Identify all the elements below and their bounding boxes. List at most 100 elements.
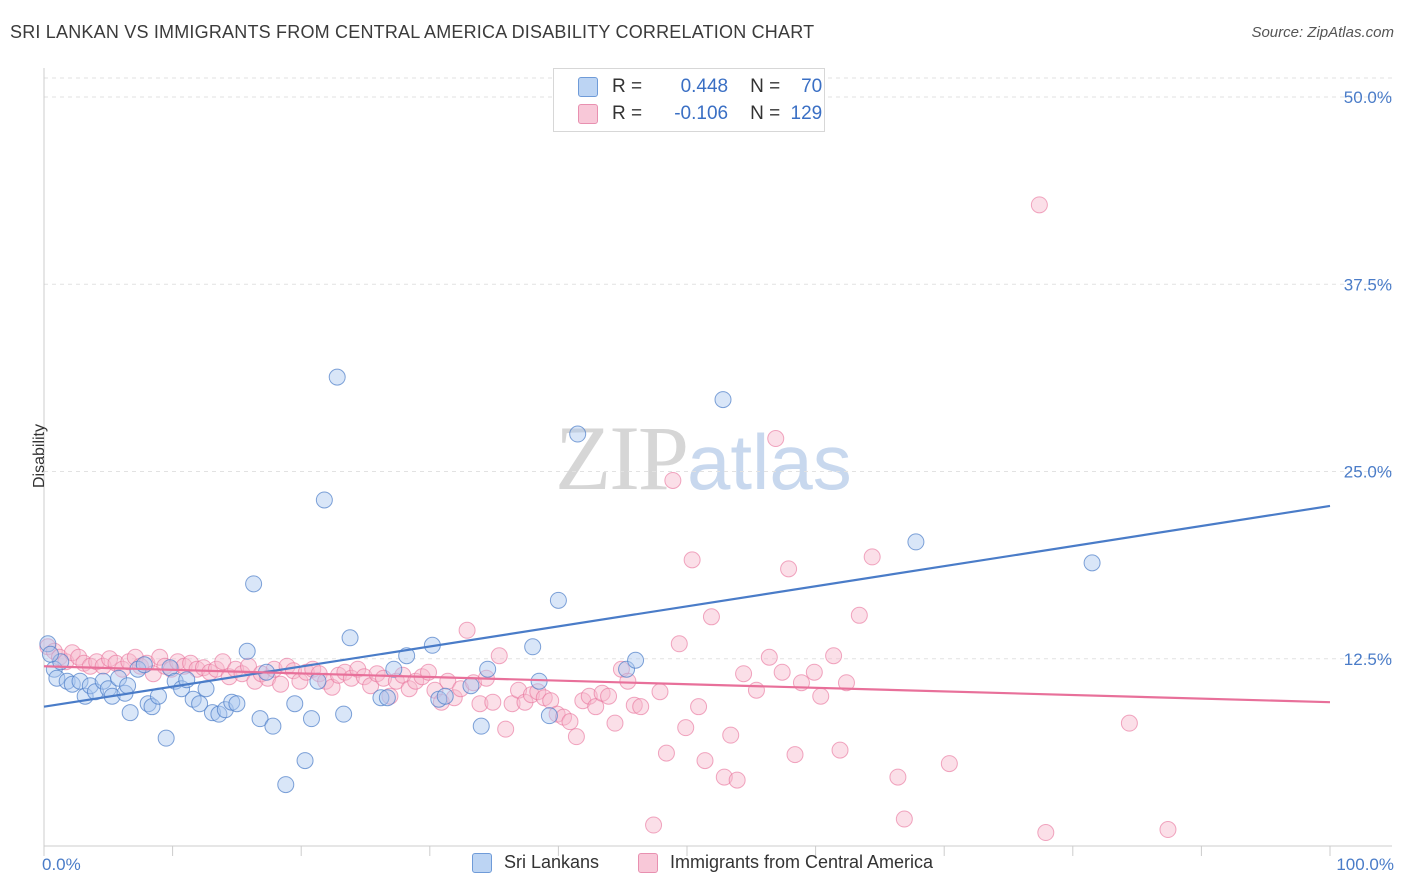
y-tick-label: 25.0% — [1344, 463, 1392, 482]
stats-row-sri-lankans: R = 0.448 N = 70 — [578, 74, 822, 100]
legend: Sri Lankans Immigrants from Central Amer… — [0, 852, 1406, 878]
data-point-central-america — [1120, 714, 1138, 732]
data-point-central-america — [664, 471, 682, 489]
data-point-central-america — [786, 746, 804, 764]
data-point-sri-lankans — [335, 705, 353, 723]
data-point-central-america — [715, 768, 733, 786]
data-point-sri-lankans — [143, 698, 161, 716]
data-point-central-america — [735, 665, 753, 683]
stats-r-value: -0.106 — [674, 103, 729, 124]
data-point-sri-lankans — [549, 591, 567, 609]
data-point-central-america — [940, 755, 958, 773]
data-point-sri-lankans — [191, 695, 209, 713]
source-label: Source: ZipAtlas.com — [1251, 24, 1394, 41]
data-point-sri-lankans — [479, 660, 497, 678]
trend-line-central-america — [43, 665, 1331, 704]
data-point-sri-lankans — [121, 704, 139, 722]
data-point-sri-lankans — [524, 638, 542, 656]
watermark: ZIPatlas — [555, 405, 852, 511]
x-tick-labels: 0.0% 100.0% — [42, 855, 1394, 874]
legend-item-central-america[interactable]: Immigrants from Central America — [638, 852, 933, 873]
data-point-sri-lankans — [372, 689, 390, 707]
y-tick-label: 50.0% — [1344, 88, 1392, 107]
stats-r-value: 0.448 — [680, 76, 729, 97]
chart-title: SRI LANKAN VS IMMIGRANTS FROM CENTRAL AM… — [10, 22, 815, 42]
data-point-sri-lankans — [48, 669, 66, 687]
data-point-central-america — [690, 698, 708, 716]
data-point-central-america — [760, 648, 778, 666]
data-point-central-america — [214, 653, 232, 671]
stats-r-label: R = — [612, 103, 643, 124]
stats-row-central-america: R = -0.106 N = 129 — [578, 101, 822, 127]
data-point-sri-lankans — [472, 717, 490, 735]
data-point-central-america — [696, 752, 714, 770]
data-point-sri-lankans — [245, 575, 263, 593]
data-point-central-america — [773, 663, 791, 681]
data-point-sri-lankans — [251, 710, 269, 728]
data-point-central-america — [889, 768, 907, 786]
data-point-central-america — [805, 663, 823, 681]
axes — [43, 68, 1392, 856]
data-point-sri-lankans — [41, 645, 59, 663]
watermark-atlas: atlas — [687, 418, 852, 506]
legend-swatch-pink — [638, 852, 658, 873]
data-point-central-america — [651, 683, 669, 701]
legend-label-sri-lankans: Sri Lankans — [504, 852, 600, 872]
data-point-central-america — [702, 608, 720, 626]
data-point-sri-lankans — [39, 635, 57, 653]
data-point-sri-lankans — [378, 689, 396, 707]
data-point-sri-lankans — [264, 717, 282, 735]
data-point-central-america — [381, 687, 399, 705]
data-point-central-america — [1159, 821, 1177, 839]
legend-item-sri-lankans[interactable]: Sri Lankans — [472, 852, 599, 873]
data-point-sri-lankans — [341, 629, 359, 647]
data-point-central-america — [490, 647, 508, 665]
data-point-sri-lankans — [1083, 554, 1101, 572]
data-point-central-america — [1030, 196, 1048, 214]
legend-swatch-blue — [472, 852, 492, 873]
data-point-sri-lankans — [436, 687, 454, 705]
data-point-central-america — [355, 668, 373, 686]
data-point-central-america — [747, 681, 765, 699]
data-point-central-america — [151, 648, 169, 666]
data-point-sri-lankans — [618, 660, 636, 678]
data-point-sri-lankans — [569, 425, 587, 443]
stats-swatch-pink — [578, 104, 598, 124]
data-point-central-america — [837, 674, 855, 692]
legend-label-central-america: Immigrants from Central America — [670, 852, 934, 872]
data-point-sri-lankans — [238, 642, 256, 660]
data-point-central-america — [336, 663, 354, 681]
data-point-sri-lankans — [296, 752, 314, 770]
data-point-central-america — [606, 714, 624, 732]
y-axis-label: Disability — [31, 423, 49, 489]
trend-lines — [43, 504, 1331, 708]
trend-line-sri-lankans — [43, 504, 1331, 708]
data-point-sri-lankans — [462, 677, 480, 695]
data-point-central-america — [670, 635, 688, 653]
data-point-sri-lankans — [203, 704, 221, 722]
data-point-central-america — [484, 693, 502, 711]
series-central-america-points — [39, 196, 1177, 842]
data-point-sri-lankans — [286, 695, 304, 713]
data-point-central-america — [657, 744, 675, 762]
data-point-central-america — [632, 698, 650, 716]
data-point-sri-lankans — [71, 672, 89, 690]
grid-lines — [44, 77, 1392, 660]
stats-n-label: N = — [750, 103, 781, 124]
data-point-central-america — [722, 726, 740, 744]
data-point-central-america — [645, 816, 663, 834]
data-point-sri-lankans — [714, 391, 732, 409]
data-point-sri-lankans — [119, 677, 137, 695]
data-point-central-america — [272, 675, 290, 693]
y-tick-labels: 12.5% 25.0% 37.5% 50.0% — [1344, 88, 1392, 669]
data-point-central-america — [825, 647, 843, 665]
data-point-central-america — [728, 771, 746, 789]
data-point-sri-lankans — [58, 672, 76, 690]
stats-swatch-blue — [578, 77, 598, 97]
data-point-sri-lankans — [277, 776, 295, 794]
data-point-central-america — [850, 606, 868, 624]
watermark-zip: ZIP — [555, 407, 689, 509]
data-point-central-america — [863, 548, 881, 566]
y-tick-label: 12.5% — [1344, 650, 1392, 669]
